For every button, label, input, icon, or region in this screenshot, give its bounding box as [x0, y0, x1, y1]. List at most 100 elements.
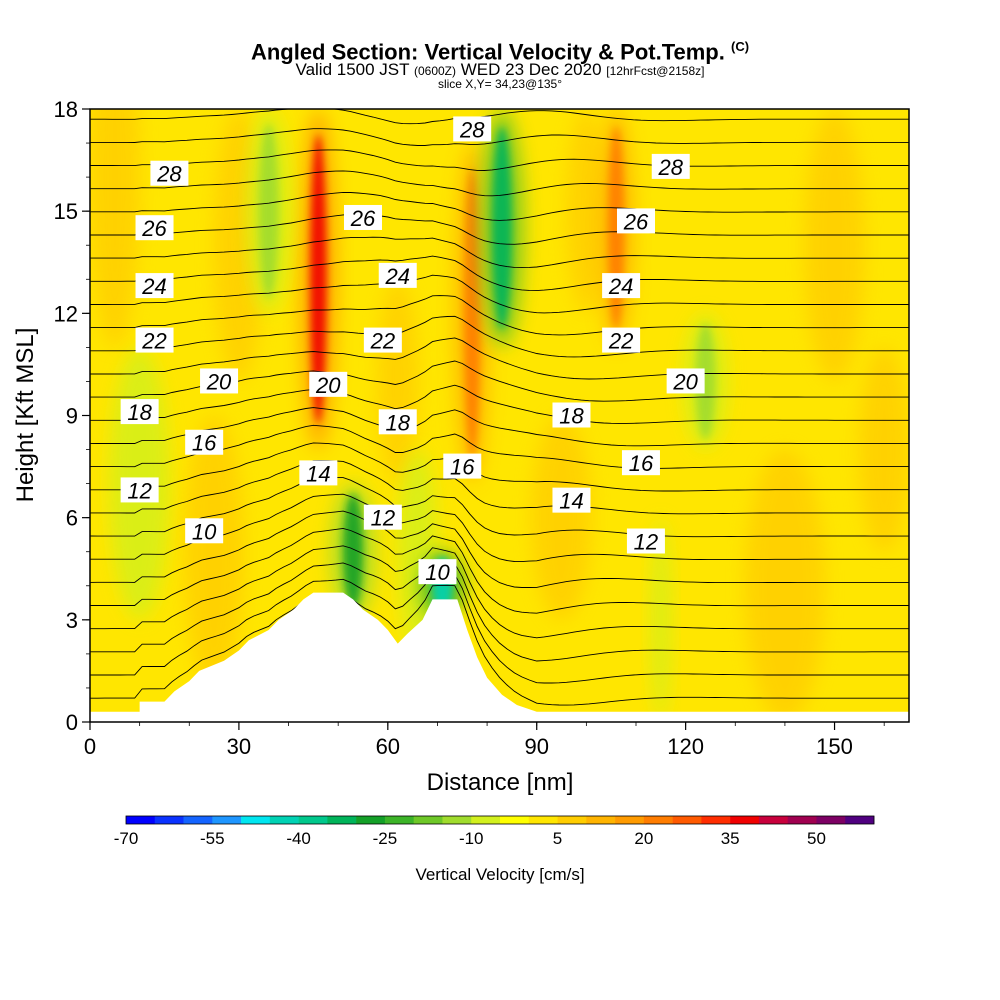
theta-label-box — [344, 204, 382, 230]
theta-label-box — [135, 215, 174, 241]
theta-label-box — [443, 453, 482, 479]
theta-label-box — [453, 116, 492, 142]
colorbar-swatch — [154, 816, 184, 824]
chart-title: Angled Section: Vertical Velocity & Pot.… — [250, 39, 750, 65]
colorbar-swatch — [701, 816, 731, 824]
theta-label: 26 — [617, 208, 655, 234]
colorbar-swatch — [356, 816, 386, 824]
theta-label: 10 — [418, 559, 457, 585]
theta-label-box — [299, 460, 338, 486]
theta-label-text: 18 — [386, 410, 411, 435]
theta-label-box — [309, 371, 348, 397]
theta-label: 28 — [651, 153, 690, 180]
theta-contour-line — [90, 545, 909, 639]
theta-label: 18 — [378, 409, 417, 435]
theta-label-box — [363, 327, 402, 353]
theta-label: 28 — [150, 160, 189, 187]
x-tick-label: 120 — [667, 734, 704, 759]
velocity-field — [90, 109, 909, 722]
theta-label: 20 — [309, 371, 348, 398]
theta-label-text: 28 — [459, 117, 485, 142]
theta-label-box — [552, 402, 591, 428]
theta-label-box — [651, 153, 690, 179]
theta-label: 28 — [453, 116, 492, 142]
theta-label-text: 26 — [350, 206, 376, 231]
theta-contour-line — [90, 315, 909, 358]
colorbar-tick-label: -55 — [200, 829, 225, 848]
downdraft-core — [258, 124, 279, 299]
theta-label-box — [378, 262, 417, 288]
theta-label-text: 16 — [192, 431, 217, 456]
updraft-core — [464, 168, 481, 459]
theta-label-text: 10 — [192, 519, 217, 544]
theta-label-box — [363, 504, 402, 530]
theta-contour-line — [90, 170, 909, 197]
colorbar-swatch — [528, 816, 558, 824]
theta-label-text: 16 — [450, 455, 475, 480]
downdraft-core — [695, 323, 716, 440]
colorbar: -70 -55 -40 -25 -10 5 20 35 50 — [114, 815, 875, 848]
theta-contour-line — [90, 527, 909, 614]
x-tick-label: 90 — [524, 734, 548, 759]
y-tick-label: 6 — [66, 506, 78, 531]
theta-label-text: 12 — [371, 506, 395, 531]
theta-contour-line — [90, 274, 909, 314]
theta-label-text: 22 — [141, 329, 166, 354]
theta-label: 24 — [135, 273, 174, 299]
theta-contour-line — [90, 424, 909, 469]
velocity-patch — [531, 415, 592, 620]
colorbar-swatch — [212, 816, 242, 824]
y-tick-label: 0 — [66, 710, 78, 735]
colorbar-tick-label: -25 — [373, 829, 398, 848]
theta-contour-labels: 28 28 28 26 26 26 24 24 24 22 22 22 20 20 20 18 18 18 16 16… — [120, 116, 705, 585]
theta-label-text: 22 — [608, 329, 633, 354]
colorbar-swatch — [413, 816, 443, 824]
valid-time: Valid 1500 JST — [295, 60, 410, 79]
colorbar-swatch — [787, 816, 817, 824]
colorbar-tick-label: 20 — [634, 829, 653, 848]
theta-label-box — [135, 327, 174, 353]
colorbar-swatch — [269, 816, 299, 824]
theta-contour-line — [90, 571, 909, 684]
theta-label-text: 10 — [425, 560, 450, 585]
theta-label-box — [150, 160, 189, 186]
colorbar-swatch — [241, 816, 271, 824]
colorbar-tick-label: -40 — [286, 829, 311, 848]
velocity-patch — [650, 517, 671, 722]
y-tick-label: 18 — [54, 97, 78, 122]
theta-label-box — [185, 518, 224, 544]
colorbar-swatch — [730, 816, 760, 824]
velocity-patch — [804, 109, 865, 382]
colorbar-swatch — [845, 816, 875, 824]
colorbar-swatch — [758, 816, 788, 824]
theta-label: 20 — [200, 368, 239, 394]
theta-label: 16 — [185, 429, 224, 456]
theta-label-box — [621, 450, 660, 476]
downdraft-core — [343, 493, 363, 610]
theta-label-box — [552, 487, 591, 513]
theta-label-box — [626, 528, 665, 554]
colorbar-frame — [125, 815, 875, 825]
y-tick-label: 9 — [66, 404, 78, 429]
theta-contour-line — [90, 384, 909, 424]
theta-label-text: 28 — [658, 155, 684, 180]
valid-zulu: (0600Z) — [413, 64, 456, 78]
colorbar-tick-label: 35 — [721, 829, 740, 848]
theta-label: 26 — [344, 204, 382, 231]
title-tag: (C) — [731, 39, 750, 54]
theta-contour-line — [90, 477, 909, 538]
theta-label-box — [666, 368, 705, 394]
colorbar-swatch — [816, 816, 846, 824]
theta-label-box — [602, 327, 641, 353]
theta-label-text: 12 — [634, 530, 658, 555]
colorbar-swatch — [643, 816, 673, 824]
colorbar-swatch — [298, 816, 328, 824]
theta-label-text: 20 — [672, 369, 698, 394]
colorbar-swatch — [442, 816, 472, 824]
colorbar-tick-label: 50 — [807, 829, 826, 848]
theta-label: 14 — [552, 487, 591, 514]
valid-date: WED 23 Dec 2020 — [460, 60, 602, 79]
x-tick-label: 0 — [84, 734, 96, 759]
theta-contour-line — [90, 191, 909, 221]
